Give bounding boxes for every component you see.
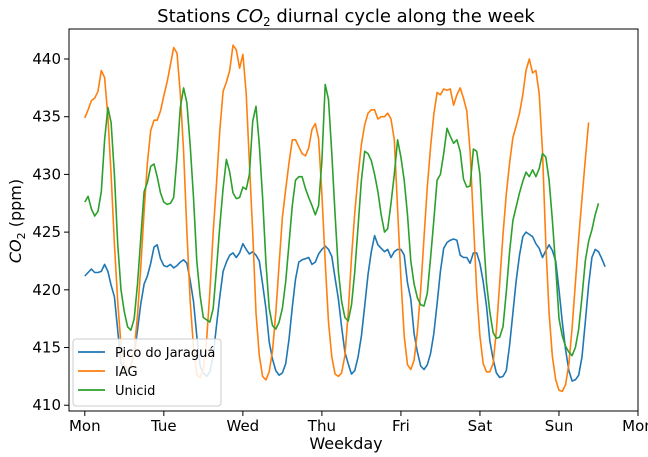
y-axis: 410 415 420 425 430 435 440 xyxy=(32,50,69,414)
plot-area xyxy=(68,28,639,412)
legend-label: Pico do Jaraguá xyxy=(115,346,215,361)
x-tick-label: Thu xyxy=(307,417,336,435)
x-axis-label: Weekday xyxy=(309,434,382,453)
plot-frame xyxy=(68,28,639,412)
x-tick-label: Sun xyxy=(545,417,574,435)
x-tick-label: Sat xyxy=(468,417,493,435)
x-tick-label: Mon xyxy=(622,417,648,435)
x-tick-label: Mon xyxy=(69,417,101,435)
x-tick-label: Wed xyxy=(227,417,260,435)
y-axis-label: CO2 (ppm) xyxy=(6,179,28,263)
chart-title: Stations CO2 diurnal cycle along the wee… xyxy=(157,6,535,29)
y-tick-label: 440 xyxy=(32,50,61,68)
series-line-1 xyxy=(84,44,590,393)
legend-label: IAG xyxy=(115,365,138,380)
y-tick-label: 415 xyxy=(32,339,61,357)
y-tick-label: 430 xyxy=(32,165,61,183)
y-tick-label: 435 xyxy=(32,108,61,126)
legend: Pico do Jaraguá IAG Unicid xyxy=(72,338,222,407)
series-line-2 xyxy=(84,83,600,357)
x-tick-label: Tue xyxy=(150,417,177,435)
y-tick-label: 410 xyxy=(32,396,61,414)
y-tick-label: 420 xyxy=(32,281,61,299)
legend-label: Unicid xyxy=(115,384,155,399)
y-tick-label: 425 xyxy=(32,223,61,241)
x-tick-label: Fri xyxy=(392,417,410,435)
x-axis: Mon Tue Wed Thu Fri Sat Sun Mon xyxy=(69,411,648,435)
series-lines xyxy=(84,44,606,393)
legend-box xyxy=(72,338,222,407)
